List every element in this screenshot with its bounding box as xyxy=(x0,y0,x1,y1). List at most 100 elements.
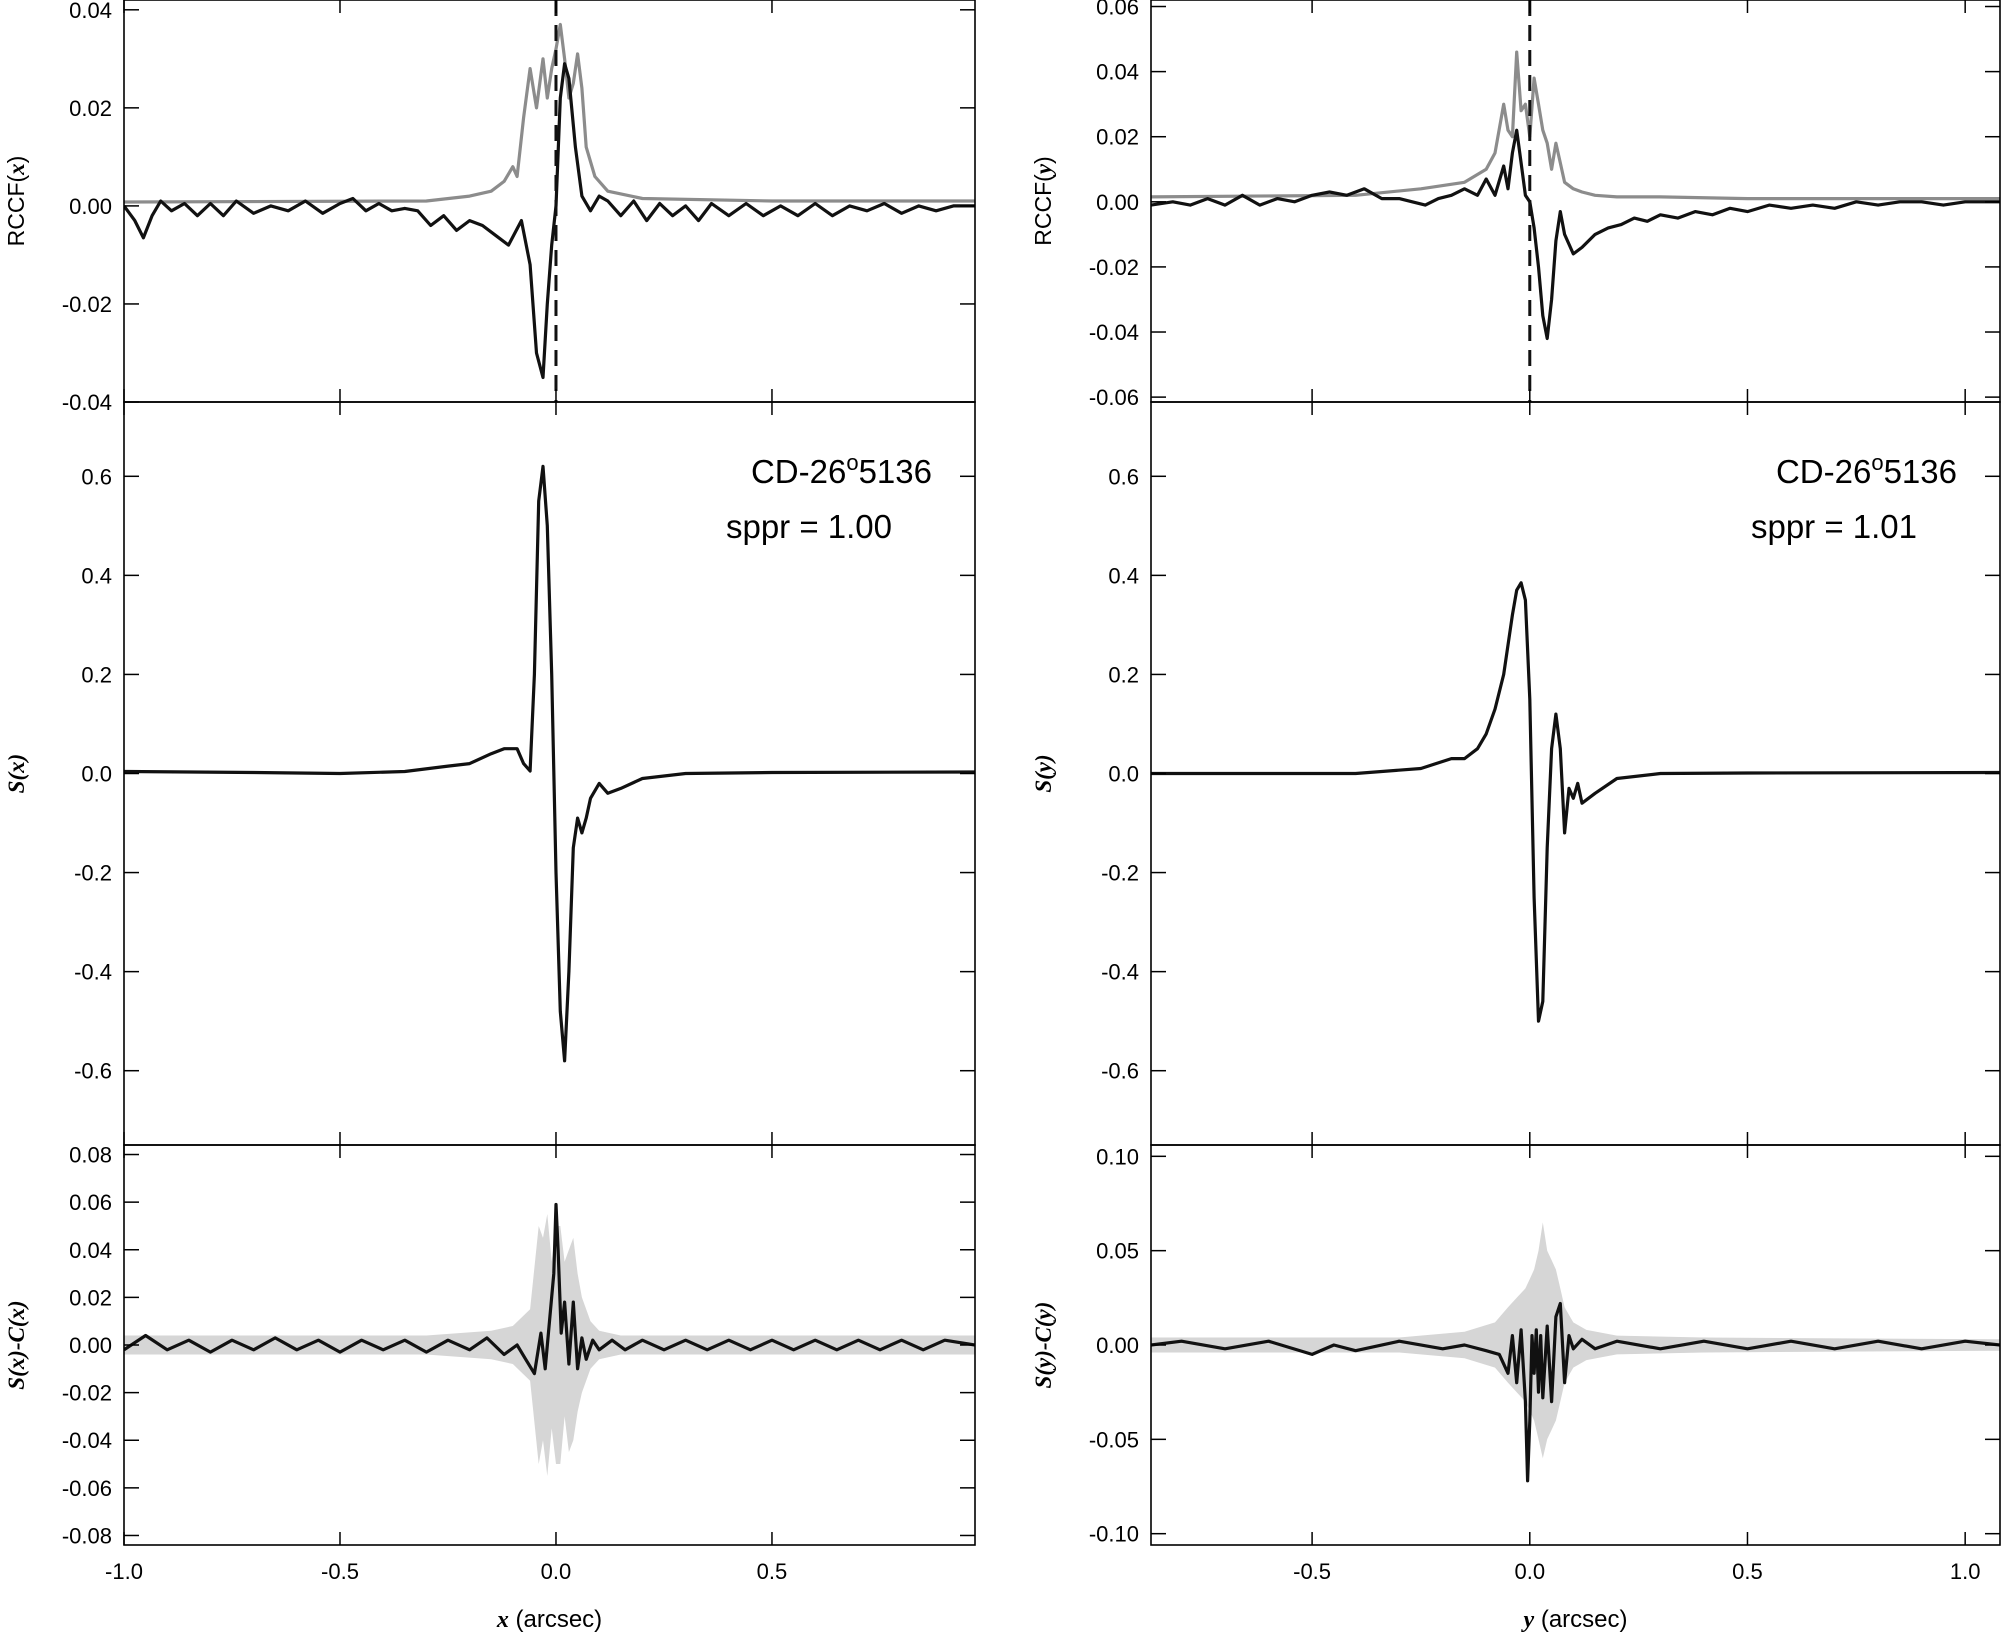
s_y-plot-area xyxy=(1151,581,2000,1023)
ylabel-var: S(x)-C(x) xyxy=(4,1300,29,1389)
s_x-ytick-label: -0.2 xyxy=(74,861,112,886)
star-name-suffix: 5136 xyxy=(1884,453,1957,490)
s_x-ytick-label: 0.0 xyxy=(81,762,112,787)
resid_x-ytick-label: 0.06 xyxy=(69,1190,112,1215)
rccf_x-ytick-label: 0.02 xyxy=(69,96,112,121)
xlabel-variable: y xyxy=(1521,1607,1535,1633)
resid_x-ytick-label: 0.04 xyxy=(69,1238,112,1263)
rccf_y-ytick-label: 0.06 xyxy=(1096,0,1139,20)
resid_x-ytick-label: -0.08 xyxy=(62,1523,112,1548)
resid_y-xtick-label: -0.5 xyxy=(1293,1559,1331,1584)
s_y-panel: -0.6 -0.4 -0.2 0.0 0.2 0.4 0.6 S(y) CD-26o5136 sp… xyxy=(1031,401,2001,1146)
rccf_x-panel: -0.04 -0.02 0.00 0.02 0.04 RCCF(x) xyxy=(3,0,976,415)
s_y-ytick-label: -0.2 xyxy=(1101,861,1139,886)
s_y-ytick-label: 0.2 xyxy=(1108,662,1139,687)
s_x-panel: -0.6 -0.4 -0.2 0.0 0.2 0.4 0.6 S(x) CD-26o5136 sp… xyxy=(4,401,976,1146)
rccf_y-ytick-label: -0.02 xyxy=(1089,255,1139,280)
resid_x-plot-area xyxy=(124,1202,975,1476)
s_y-sppr: sppr = 1.01 xyxy=(1751,508,1917,545)
resid_x-band xyxy=(124,1214,975,1476)
resid_y-plot-area xyxy=(1151,1222,2000,1483)
s_y-series-0 xyxy=(1151,581,2000,1023)
star-name-degree: o xyxy=(1871,450,1883,475)
rccf_x-plot-area xyxy=(124,0,975,402)
star-name-suffix: 5136 xyxy=(859,453,932,490)
resid_x-xtick-label: -1.0 xyxy=(105,1559,143,1584)
resid_x-xtick-label: -0.5 xyxy=(321,1559,359,1584)
rccf_x-ytick-label: 0.04 xyxy=(69,0,112,23)
rccf_y-ytick-label: 0.02 xyxy=(1096,125,1139,150)
ylabel-post: ) xyxy=(1030,156,1056,164)
s_x-ytick-label: 0.2 xyxy=(81,662,112,687)
s_x-ylabel: S(x) xyxy=(4,754,29,794)
xlabel-unit: (arcsec) xyxy=(509,1606,602,1633)
rccf_y-ytick-label: -0.06 xyxy=(1089,385,1139,410)
rccf_x-ytick-label: -0.02 xyxy=(62,292,112,317)
s_y-ytick-label: 0.4 xyxy=(1108,563,1139,588)
resid_y-ytick-label: 0.00 xyxy=(1096,1333,1139,1358)
resid_y-ytick-label: -0.10 xyxy=(1089,1522,1139,1547)
ylabel-var: x xyxy=(4,163,29,176)
resid_x-ylabel: S(x)-C(x) xyxy=(4,1300,29,1389)
s_x-plot-area xyxy=(124,464,975,1063)
resid_y-ylabel: S(y)-C(y) xyxy=(1031,1302,1056,1389)
rccf_y-ytick-label: 0.00 xyxy=(1096,190,1139,215)
resid_y-xtick-label: 1.0 xyxy=(1950,1559,1981,1584)
resid_x-panel: -0.08 -0.06 -0.04 -0.02 0.00 0.02 0.04 0.06 0.08… xyxy=(4,1143,976,1633)
resid_x-xtick-label: 0.0 xyxy=(541,1559,572,1584)
s_y-ytick-label: -0.6 xyxy=(1101,1059,1139,1084)
rccf_x-series-1 xyxy=(124,62,975,380)
resid_y-ytick-label: 0.10 xyxy=(1096,1144,1139,1169)
s_x-series-0 xyxy=(124,464,975,1063)
s_x-ytick-label: 0.6 xyxy=(81,464,112,489)
ylabel-var: S(y) xyxy=(1031,754,1056,792)
rccf_y-frame xyxy=(1150,0,2001,403)
rccf_x-series-0 xyxy=(124,22,975,204)
star-name-degree: o xyxy=(846,450,858,475)
star-name-prefix: CD-26 xyxy=(751,453,846,490)
s_y-ytick-label: 0.6 xyxy=(1108,464,1139,489)
resid_x-ytick-label: -0.04 xyxy=(62,1428,112,1453)
resid_y-xtick-label: 0.5 xyxy=(1732,1559,1763,1584)
rccf_y-panel: -0.06 -0.04 -0.02 0.00 0.02 0.04 0.06 RCCF(y) xyxy=(1030,0,2001,410)
resid_x-ytick-label: 0.00 xyxy=(69,1333,112,1358)
rccf_x-ylabel: RCCF(x) xyxy=(3,156,29,247)
resid_y-band xyxy=(1151,1222,2000,1459)
ylabel-pre: RCCF( xyxy=(3,174,29,246)
s_y-ytick-label: 0.0 xyxy=(1108,762,1139,787)
s_x-ytick-label: -0.4 xyxy=(74,960,112,985)
s_x-sppr: sppr = 1.00 xyxy=(726,508,892,545)
s_x-ytick-label: -0.6 xyxy=(74,1059,112,1084)
rccf_y-ytick-label: 0.04 xyxy=(1096,60,1139,85)
ylabel-var: S(x) xyxy=(4,754,29,794)
rccf_y-ylabel: RCCF(y) xyxy=(1030,156,1056,245)
resid_y-ytick-label: -0.05 xyxy=(1089,1427,1139,1452)
s_y-ytick-label: -0.4 xyxy=(1101,960,1139,985)
rccf_y-ytick-label: -0.04 xyxy=(1089,320,1139,345)
resid_x-series-0 xyxy=(124,1202,975,1376)
resid_y-panel: -0.10 -0.05 0.00 0.05 0.10 -0.5 0.0 0.5 1.0 y (ar… xyxy=(1031,1144,2001,1633)
resid_y-ytick-label: 0.05 xyxy=(1096,1239,1139,1264)
s_x-ytick-label: 0.4 xyxy=(81,563,112,588)
resid_x-xtick-label: 0.5 xyxy=(757,1559,788,1584)
resid_x-ytick-label: 0.08 xyxy=(69,1143,112,1168)
s_y-star-name: CD-26o5136 xyxy=(1776,450,1957,490)
rccf_x-ytick-label: -0.04 xyxy=(62,390,112,415)
rccf_x-ytick-label: 0.00 xyxy=(69,194,112,219)
rccf_y-series-1 xyxy=(1151,128,2000,341)
s_y-ylabel: S(y) xyxy=(1031,754,1056,792)
xlabel-unit: (arcsec) xyxy=(1534,1606,1627,1633)
resid_x-xlabel: x (arcsec) xyxy=(496,1606,602,1633)
resid_x-ytick-label: -0.06 xyxy=(62,1476,112,1501)
s_x-star-name: CD-26o5136 xyxy=(751,450,932,490)
ylabel-var: S(y)-C(y) xyxy=(1031,1302,1056,1389)
xlabel-variable: x xyxy=(496,1607,509,1633)
ylabel-pre: RCCF( xyxy=(1030,174,1056,246)
star-name-prefix: CD-26 xyxy=(1776,453,1871,490)
resid_x-ytick-label: 0.02 xyxy=(69,1285,112,1310)
resid_x-ytick-label: -0.02 xyxy=(62,1381,112,1406)
ylabel-post: ) xyxy=(3,156,29,164)
resid_y-xlabel: y (arcsec) xyxy=(1521,1606,1628,1633)
rccf_y-series-0 xyxy=(1151,50,2000,201)
